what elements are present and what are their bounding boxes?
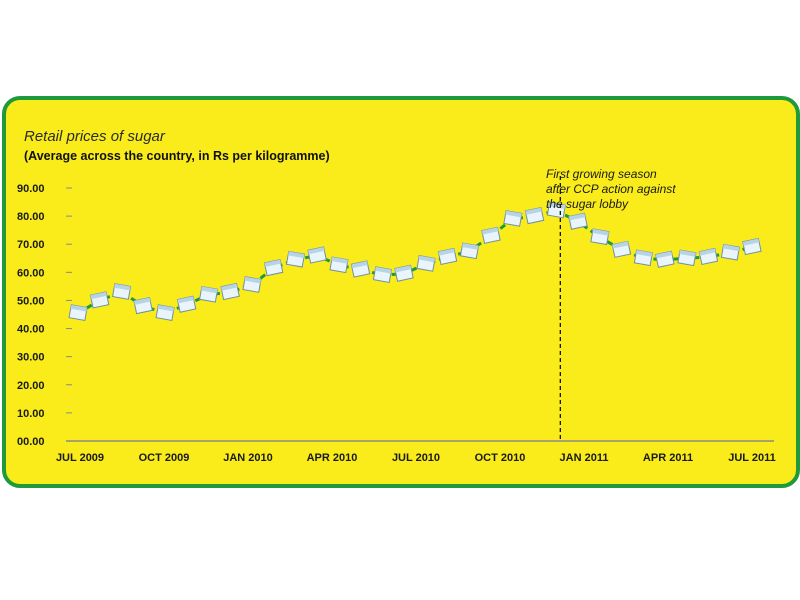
data-point <box>220 282 240 301</box>
chart-title: Retail prices of sugar <box>24 128 165 145</box>
data-point-marker-top <box>244 276 261 284</box>
data-point-marker-top <box>722 244 740 252</box>
data-point <box>155 304 175 321</box>
data-point-marker-top <box>394 265 412 273</box>
data-point-marker-top <box>568 213 586 221</box>
x-tick-label: APR 2010 <box>307 452 358 464</box>
data-point-marker-top <box>157 304 175 312</box>
x-tick-label: JUL 2011 <box>728 452 776 464</box>
data-point <box>263 258 284 277</box>
data-point <box>481 226 501 244</box>
data-point <box>350 260 371 278</box>
data-point-marker-top <box>592 228 609 236</box>
data-point <box>677 249 697 267</box>
data-point <box>655 250 675 268</box>
data-point <box>242 276 262 293</box>
data-point <box>742 237 762 256</box>
data-point-marker-top <box>114 283 131 291</box>
data-point-marker-top <box>418 255 435 263</box>
data-point <box>285 250 306 268</box>
data-point-marker-top <box>699 248 716 256</box>
annotation-text: the sugar lobby <box>546 197 629 211</box>
data-point-marker-top <box>264 259 281 267</box>
data-point-marker-top <box>635 250 653 257</box>
data-point <box>437 247 458 266</box>
data-point <box>329 256 349 274</box>
data-point <box>394 264 414 282</box>
data-point-marker-top <box>375 266 392 274</box>
data-point-marker-top <box>612 241 629 249</box>
y-tick-label: 00.00 <box>17 436 45 448</box>
series-layer <box>68 201 762 321</box>
data-point <box>199 285 219 303</box>
y-tick-label: 70.00 <box>17 239 45 251</box>
data-point <box>633 249 653 267</box>
x-tick-label: JAN 2010 <box>223 452 273 464</box>
data-point <box>503 210 523 227</box>
data-point <box>112 283 132 300</box>
data-point <box>459 242 480 260</box>
x-tick-label: OCT 2009 <box>139 452 190 464</box>
data-point <box>416 255 436 272</box>
x-tick-label: JUL 2010 <box>392 452 440 464</box>
y-tick-label: 20.00 <box>17 380 45 392</box>
data-point-marker-top <box>177 296 194 304</box>
data-point-marker-top <box>201 286 218 294</box>
chart-subtitle: (Average across the country, in Rs per k… <box>24 149 330 163</box>
y-tick-label: 30.00 <box>17 352 45 364</box>
data-point-marker-top <box>742 238 760 246</box>
data-point <box>720 243 740 261</box>
data-point <box>133 296 153 315</box>
data-point <box>590 228 610 246</box>
data-point <box>176 295 197 313</box>
data-point-marker-top <box>307 246 325 255</box>
x-tick-label: APR 2011 <box>643 452 693 464</box>
data-point-marker-top <box>481 227 499 235</box>
data-point-marker-top <box>331 257 348 264</box>
axes: 00.00 10.00 20.00 30.00 40.00 50.00 60.00 70.00… <box>17 183 776 464</box>
data-point-marker-top <box>70 304 88 312</box>
data-point <box>307 246 327 264</box>
chart-panel: Retail prices of sugar (Average across t… <box>2 96 800 488</box>
data-point-marker-top <box>655 251 673 259</box>
x-tick-label: JAN 2011 <box>560 452 609 464</box>
data-point-marker-top <box>438 248 455 256</box>
data-point-marker-top <box>351 260 368 269</box>
data-point <box>568 212 588 230</box>
data-point <box>524 206 545 225</box>
y-tick-label: 60.00 <box>17 267 45 279</box>
x-tick-label: JUL 2009 <box>56 452 104 464</box>
data-point-marker-top <box>505 210 522 218</box>
data-point-marker-top <box>679 250 696 257</box>
data-point-marker-top <box>288 251 305 259</box>
data-point-marker-top <box>525 207 542 215</box>
y-tick-label: 90.00 <box>17 183 45 195</box>
data-point-marker-top <box>548 202 566 209</box>
y-tick-label: 80.00 <box>17 211 45 223</box>
data-point <box>372 266 393 283</box>
data-point <box>89 291 110 309</box>
data-point <box>698 247 719 266</box>
y-tick-label: 40.00 <box>17 324 45 336</box>
data-point-marker-top <box>462 243 479 250</box>
annotation-text: First growing season <box>546 167 657 181</box>
y-tick-label: 50.00 <box>17 295 45 307</box>
data-point <box>611 240 632 258</box>
data-point-marker-top <box>220 283 238 291</box>
data-point <box>68 304 88 321</box>
data-point-marker-top <box>90 291 107 300</box>
x-tick-label: OCT 2010 <box>475 452 526 464</box>
annotation-text: after CCP action against <box>546 182 676 196</box>
y-tick-label: 10.00 <box>17 408 45 420</box>
data-point-marker-top <box>133 297 151 305</box>
